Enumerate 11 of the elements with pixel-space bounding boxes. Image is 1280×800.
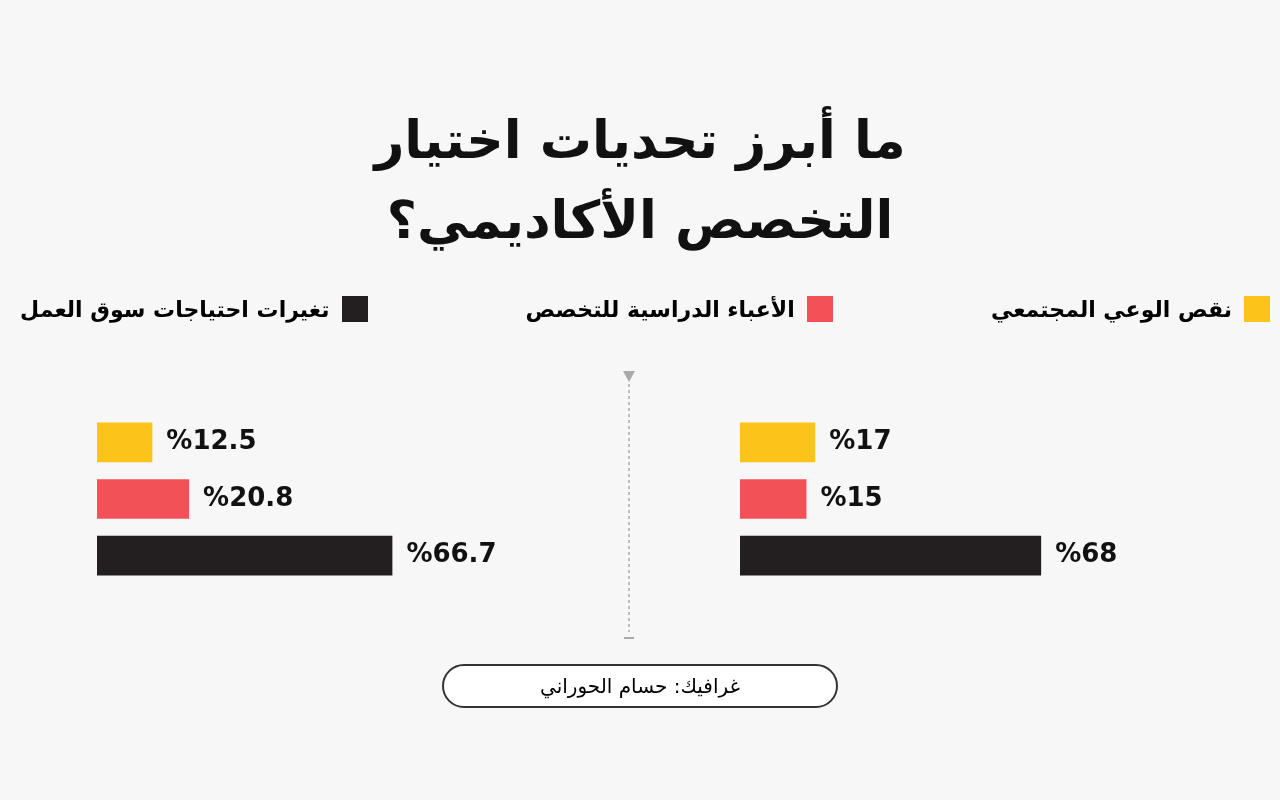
data-label: %15	[820, 481, 883, 512]
chart-title: ما أبرز تحديات اختيار التخصص الأكاديمي؟	[371, 105, 907, 253]
data-label: %66.7	[406, 538, 497, 569]
data-label: %68	[1055, 538, 1118, 569]
data-label: %12.5	[166, 425, 257, 456]
legend-label: الأعباء الدراسية للتخصص	[525, 296, 795, 322]
legend-label: تغيرات احتياجات سوق العمل	[20, 296, 330, 322]
data-label: %17	[829, 425, 892, 456]
data-label: %20.8	[203, 481, 294, 512]
text: غرافيك: حسام الحوراني	[442, 664, 838, 708]
legend-label: نقص الوعي المجتمعي	[990, 296, 1232, 322]
